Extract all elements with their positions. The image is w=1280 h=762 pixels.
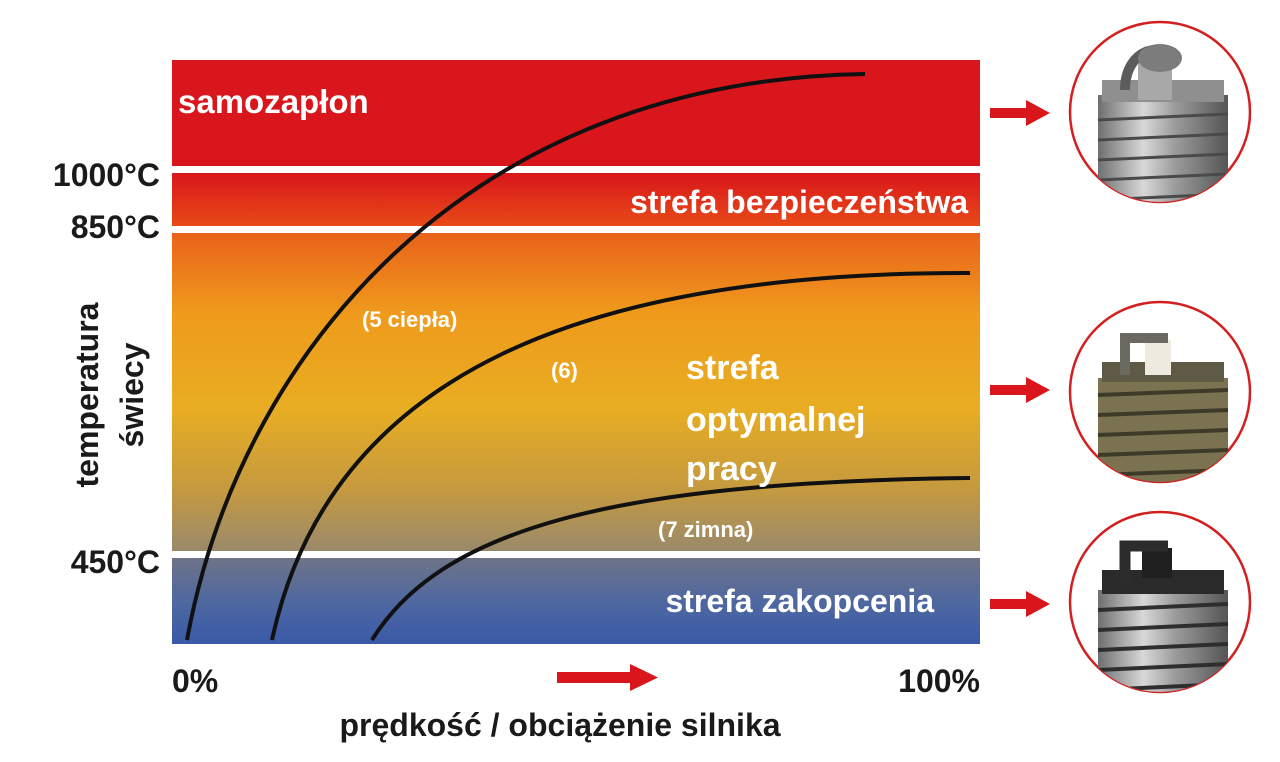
temp-label-1000: 1000°C bbox=[53, 157, 160, 193]
x-axis-end-label: 100% bbox=[898, 663, 980, 699]
y-axis-label-line1: temperatura bbox=[69, 302, 105, 487]
spark-plug-overheated-image bbox=[1068, 20, 1252, 204]
curve-cold bbox=[370, 476, 971, 642]
arrow-right-icon bbox=[990, 100, 1050, 126]
temp-label-850: 850°C bbox=[71, 209, 160, 245]
zone-label-safety: strefa bezpieczeństwa bbox=[630, 184, 968, 220]
y-axis-label-line2: świecy bbox=[114, 342, 150, 447]
x-axis-arrow-icon bbox=[557, 664, 658, 691]
curve-label-cold: (7 zimna) bbox=[658, 517, 753, 542]
zone-label-fouling: strefa zakopcenia bbox=[665, 583, 934, 619]
zone-label-optimal-2: optymalnej bbox=[686, 401, 865, 439]
temp-label-450: 450°C bbox=[71, 544, 160, 580]
zone-auto-ignition bbox=[172, 60, 980, 166]
zone-divider-450 bbox=[172, 551, 980, 558]
arrow-right-icon bbox=[990, 377, 1050, 403]
zone-fouling bbox=[172, 558, 980, 644]
spark-plug-sooted-image bbox=[1068, 510, 1252, 694]
curve-hot bbox=[185, 72, 866, 641]
arrow-right-icon bbox=[990, 591, 1050, 617]
curve-label-hot: (5 ciepła) bbox=[362, 307, 457, 332]
zone-label-optimal-1: strefa bbox=[686, 349, 780, 387]
zone-safety bbox=[172, 173, 980, 226]
zone-label-auto-ignition: samozapłon bbox=[178, 83, 369, 120]
x-axis-start-label: 0% bbox=[172, 663, 218, 699]
zone-divider-850 bbox=[172, 226, 980, 233]
zone-label-optimal-3: pracy bbox=[686, 450, 777, 488]
spark-plug-normal-image bbox=[1068, 300, 1252, 484]
curve-label-mid: (6) bbox=[551, 358, 578, 383]
zone-optimal bbox=[172, 233, 980, 551]
zone-divider-1000 bbox=[172, 166, 980, 173]
curve-mid bbox=[270, 270, 971, 641]
x-axis-label: prędkość / obciążenie silnika bbox=[339, 707, 780, 743]
